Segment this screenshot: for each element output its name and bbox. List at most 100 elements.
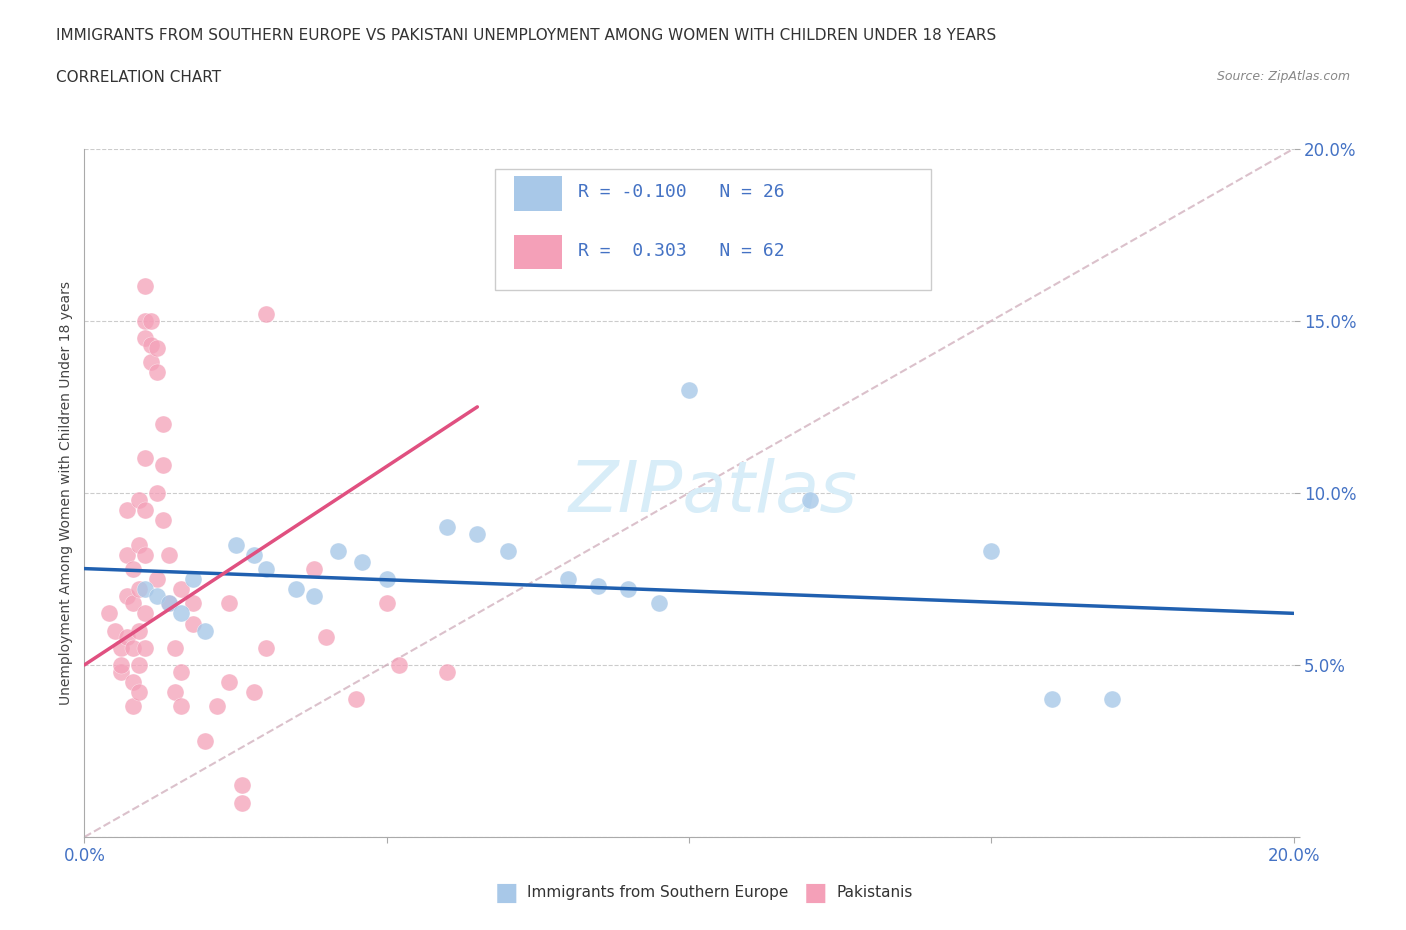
Point [170,606,193,621]
Point [302,561,325,576]
Point [1040,692,1063,707]
Point [134,313,156,328]
Point [134,279,156,294]
Point [302,589,325,604]
Point [163,685,186,700]
Point [557,571,579,587]
Point [375,571,398,587]
Point [170,582,193,597]
Point [194,623,217,638]
Point [242,685,264,700]
Point [170,698,193,713]
Point [225,538,247,552]
Point [218,595,240,610]
Point [134,606,156,621]
Point [115,589,138,604]
Text: ■: ■ [495,881,517,905]
Point [115,503,138,518]
Y-axis label: Unemployment Among Women with Children Under 18 years: Unemployment Among Women with Children U… [59,281,73,705]
Point [115,548,138,563]
Point [134,641,156,656]
Point [139,338,162,352]
Point [146,341,169,356]
Point [388,658,411,672]
Point [194,733,217,748]
Point [128,685,150,700]
Point [436,664,458,679]
Point [799,492,821,507]
Point [254,561,277,576]
FancyBboxPatch shape [513,235,562,270]
Point [134,331,156,346]
FancyBboxPatch shape [495,169,931,290]
Text: ■: ■ [804,881,827,905]
Point [254,307,277,322]
Text: IMMIGRANTS FROM SOUTHERN EUROPE VS PAKISTANI UNEMPLOYMENT AMONG WOMEN WITH CHILD: IMMIGRANTS FROM SOUTHERN EUROPE VS PAKIS… [56,28,997,43]
Point [254,641,277,656]
Point [181,571,204,587]
Text: Pakistanis: Pakistanis [837,885,912,900]
Point [284,582,308,597]
Point [121,595,143,610]
Point [467,526,489,541]
Point [315,630,337,644]
Point [115,630,138,644]
Point [146,365,169,380]
Point [647,595,671,610]
Point [157,595,180,610]
Point [110,664,132,679]
Point [181,595,204,610]
Point [146,485,169,500]
Text: Source: ZipAtlas.com: Source: ZipAtlas.com [1216,70,1350,83]
Point [163,641,186,656]
Point [104,623,127,638]
Point [146,571,169,587]
FancyBboxPatch shape [513,177,562,211]
Point [139,354,162,369]
Point [128,658,150,672]
Point [496,544,519,559]
Point [152,417,174,432]
Point [110,658,132,672]
Point [152,513,174,528]
Point [980,544,1002,559]
Point [157,595,180,610]
Point [231,795,253,810]
Point [242,548,264,563]
Point [170,664,193,679]
Point [328,544,350,559]
Point [181,617,204,631]
Point [121,641,143,656]
Point [128,538,150,552]
Text: Immigrants from Southern Europe: Immigrants from Southern Europe [527,885,789,900]
Point [134,548,156,563]
Point [97,606,120,621]
Point [588,578,610,593]
Point [231,777,253,792]
Point [152,458,174,472]
Point [207,698,229,713]
Point [139,313,162,328]
Point [128,623,150,638]
Point [134,451,156,466]
Point [121,698,143,713]
Point [218,675,240,690]
Point [157,548,180,563]
Point [134,582,156,597]
Point [110,641,132,656]
Point [678,382,700,397]
Point [121,561,143,576]
Point [146,589,169,604]
Point [375,595,398,610]
Point [617,582,640,597]
Point [352,554,374,569]
Point [1101,692,1123,707]
Point [346,692,368,707]
Text: R = -0.100   N = 26: R = -0.100 N = 26 [578,183,785,201]
Text: R =  0.303   N = 62: R = 0.303 N = 62 [578,242,785,259]
Point [134,503,156,518]
Point [128,582,150,597]
Point [121,675,143,690]
Text: CORRELATION CHART: CORRELATION CHART [56,70,221,85]
Text: ZIPatlas: ZIPatlas [568,458,858,527]
